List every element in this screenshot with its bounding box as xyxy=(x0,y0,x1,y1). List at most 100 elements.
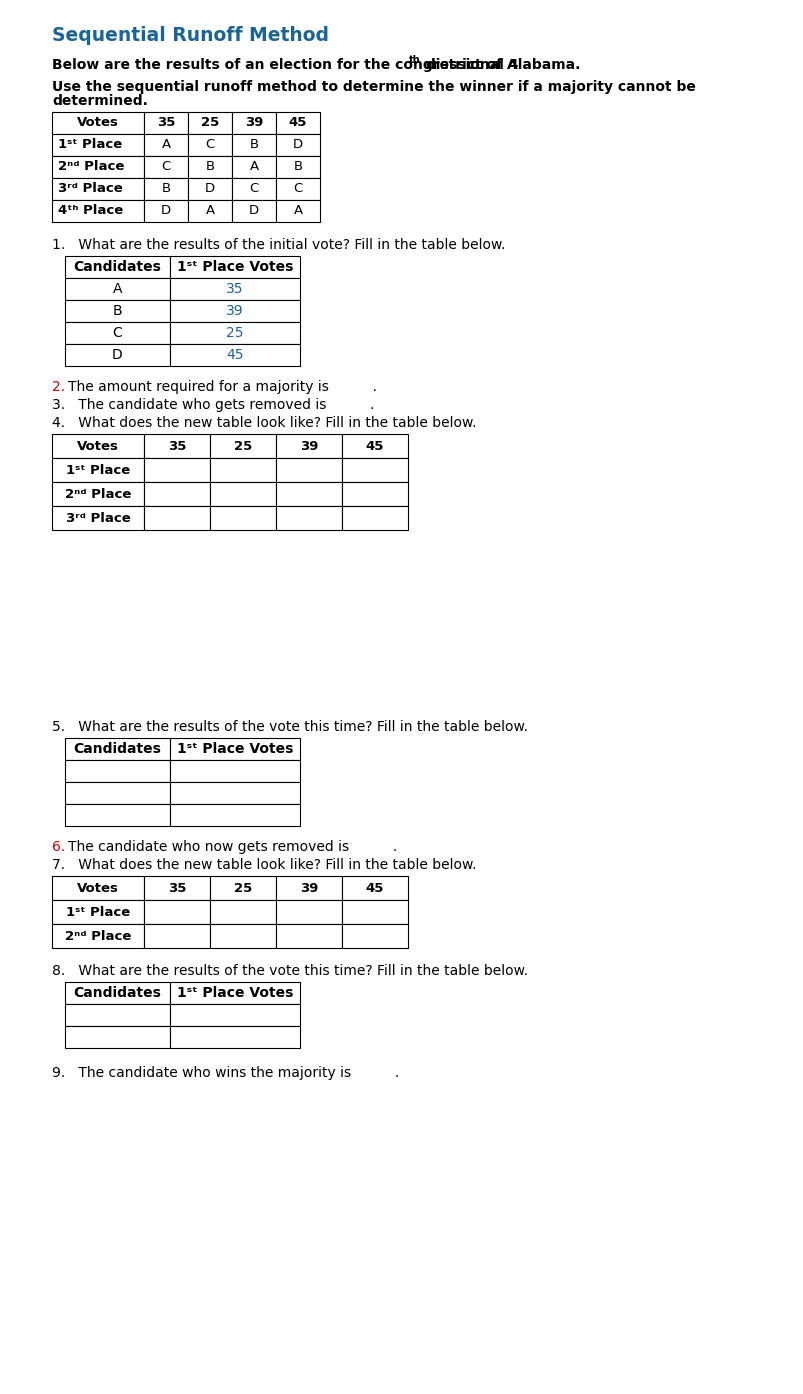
Text: Votes: Votes xyxy=(77,439,119,453)
Bar xyxy=(144,434,210,459)
Text: 35: 35 xyxy=(168,439,186,453)
Bar xyxy=(144,506,210,530)
Text: B: B xyxy=(112,304,122,318)
Bar xyxy=(144,178,188,199)
Bar xyxy=(275,134,320,156)
Bar xyxy=(65,760,169,782)
Bar xyxy=(341,459,407,482)
Text: C: C xyxy=(112,326,122,340)
Bar xyxy=(210,506,275,530)
Text: 6.: 6. xyxy=(52,841,65,855)
Text: B: B xyxy=(293,160,302,173)
Bar xyxy=(65,804,169,827)
Text: Candidates: Candidates xyxy=(73,261,161,275)
Bar xyxy=(275,901,341,924)
Text: 1.   What are the results of the initial vote? Fill in the table below.: 1. What are the results of the initial v… xyxy=(52,238,505,252)
Text: 1ˢᵗ Place: 1ˢᵗ Place xyxy=(58,138,122,152)
Text: district of Alabama.: district of Alabama. xyxy=(421,59,580,72)
Bar xyxy=(210,875,275,901)
Bar xyxy=(341,924,407,948)
Bar xyxy=(232,134,275,156)
Text: A: A xyxy=(112,282,122,296)
Text: C: C xyxy=(205,138,214,152)
Text: 39: 39 xyxy=(244,117,263,130)
Text: D: D xyxy=(249,205,259,217)
Text: Votes: Votes xyxy=(77,117,119,130)
Text: 35: 35 xyxy=(157,117,175,130)
Text: Below are the results of an election for the congressional 4: Below are the results of an election for… xyxy=(52,59,518,72)
Bar xyxy=(144,199,188,222)
Text: 35: 35 xyxy=(168,881,186,895)
Bar xyxy=(210,901,275,924)
Bar xyxy=(169,804,300,827)
Text: Candidates: Candidates xyxy=(73,742,161,756)
Bar xyxy=(144,459,210,482)
Bar xyxy=(52,924,144,948)
Bar xyxy=(52,134,144,156)
Text: 39: 39 xyxy=(300,439,318,453)
Text: determined.: determined. xyxy=(52,93,148,107)
Text: Sequential Runoff Method: Sequential Runoff Method xyxy=(52,26,328,45)
Bar xyxy=(341,506,407,530)
Bar xyxy=(144,134,188,156)
Text: 1ˢᵗ Place: 1ˢᵗ Place xyxy=(66,463,130,477)
Bar xyxy=(52,506,144,530)
Bar xyxy=(169,300,300,322)
Bar xyxy=(210,434,275,459)
Text: 7.   What does the new table look like? Fill in the table below.: 7. What does the new table look like? Fi… xyxy=(52,857,476,873)
Bar xyxy=(341,901,407,924)
Text: B: B xyxy=(161,183,170,195)
Text: 45: 45 xyxy=(288,117,307,130)
Bar xyxy=(52,459,144,482)
Text: C: C xyxy=(161,160,170,173)
Text: 45: 45 xyxy=(226,348,243,362)
Bar xyxy=(169,256,300,277)
Text: 3.   The candidate who gets removed is          .: 3. The candidate who gets removed is . xyxy=(52,399,374,413)
Bar xyxy=(275,434,341,459)
Bar xyxy=(341,434,407,459)
Text: A: A xyxy=(249,160,259,173)
Text: 2ⁿᵈ Place: 2ⁿᵈ Place xyxy=(65,488,131,500)
Bar xyxy=(169,737,300,760)
Bar xyxy=(52,901,144,924)
Text: 45: 45 xyxy=(365,439,384,453)
Bar xyxy=(188,156,232,178)
Bar xyxy=(65,256,169,277)
Text: 1ˢᵗ Place: 1ˢᵗ Place xyxy=(66,906,130,919)
Bar xyxy=(65,1026,169,1048)
Text: 1ˢᵗ Place Votes: 1ˢᵗ Place Votes xyxy=(177,742,293,756)
Bar xyxy=(188,199,232,222)
Bar xyxy=(65,322,169,344)
Bar xyxy=(52,199,144,222)
Bar xyxy=(275,482,341,506)
Bar xyxy=(144,901,210,924)
Bar xyxy=(144,156,188,178)
Bar xyxy=(144,482,210,506)
Bar xyxy=(144,875,210,901)
Text: 45: 45 xyxy=(365,881,384,895)
Bar xyxy=(188,134,232,156)
Text: 5.   What are the results of the vote this time? Fill in the table below.: 5. What are the results of the vote this… xyxy=(52,719,528,735)
Text: 2.: 2. xyxy=(52,381,65,395)
Bar xyxy=(52,482,144,506)
Text: 4.   What does the new table look like? Fill in the table below.: 4. What does the new table look like? Fi… xyxy=(52,415,476,429)
Bar xyxy=(144,112,188,134)
Text: 25: 25 xyxy=(234,439,252,453)
Text: 1ˢᵗ Place Votes: 1ˢᵗ Place Votes xyxy=(177,261,293,275)
Text: 3ʳᵈ Place: 3ʳᵈ Place xyxy=(66,512,130,524)
Bar xyxy=(275,199,320,222)
Text: A: A xyxy=(293,205,302,217)
Bar xyxy=(210,924,275,948)
Bar xyxy=(275,156,320,178)
Bar xyxy=(169,277,300,300)
Text: 39: 39 xyxy=(226,304,243,318)
Bar xyxy=(341,875,407,901)
Bar xyxy=(169,782,300,804)
Text: 25: 25 xyxy=(226,326,243,340)
Bar xyxy=(232,199,275,222)
Text: D: D xyxy=(205,183,214,195)
Bar xyxy=(169,1026,300,1048)
Text: 8.   What are the results of the vote this time? Fill in the table below.: 8. What are the results of the vote this… xyxy=(52,965,528,979)
Text: 3ʳᵈ Place: 3ʳᵈ Place xyxy=(58,183,123,195)
Bar xyxy=(275,875,341,901)
